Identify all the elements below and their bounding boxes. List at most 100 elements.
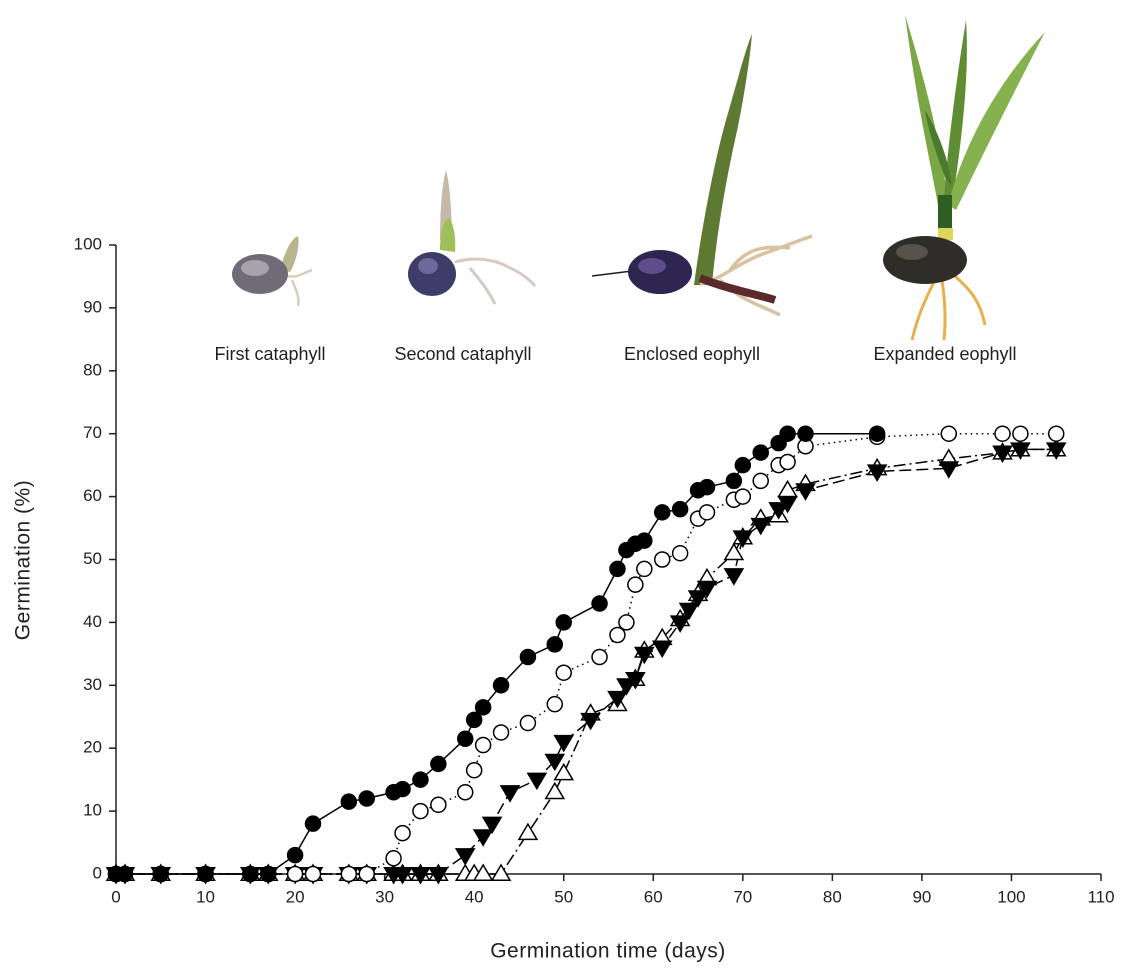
marker [555, 736, 573, 751]
y-tick-label: 40 [83, 612, 102, 631]
marker [288, 867, 303, 882]
marker [753, 473, 768, 488]
marker [780, 455, 795, 470]
marker [752, 519, 770, 534]
marker [306, 816, 321, 831]
marker [995, 426, 1010, 441]
x-tick-label: 40 [465, 887, 484, 906]
x-tick-label: 80 [823, 887, 842, 906]
marker [467, 763, 482, 778]
y-tick-label: 0 [93, 863, 102, 882]
series-line [116, 434, 877, 874]
marker [700, 480, 715, 495]
seedling-2 [408, 170, 535, 304]
marker [797, 484, 815, 499]
marker [735, 489, 750, 504]
marker [431, 756, 446, 771]
y-tick-label: 20 [83, 738, 102, 757]
marker [288, 848, 303, 863]
x-tick-label: 110 [1087, 887, 1114, 906]
marker [306, 867, 321, 882]
series-line [116, 449, 1056, 874]
x-tick-label: 0 [111, 887, 120, 906]
marker [458, 731, 473, 746]
y-tick-label: 60 [83, 486, 102, 505]
x-tick-label: 30 [375, 887, 394, 906]
marker [520, 716, 535, 731]
marker [753, 445, 768, 460]
marker [547, 697, 562, 712]
marker [780, 426, 795, 441]
marker [243, 867, 258, 882]
x-tick-label: 90 [912, 887, 931, 906]
marker [386, 851, 401, 866]
x-tick-label: 20 [286, 887, 305, 906]
x-axis-title: Germination time (days) [490, 940, 726, 963]
marker [1013, 426, 1028, 441]
marker [341, 867, 356, 882]
marker [592, 649, 607, 664]
marker [458, 785, 473, 800]
marker [198, 867, 213, 882]
y-tick-label: 30 [83, 675, 102, 694]
x-tick-label: 50 [554, 887, 573, 906]
marker [637, 533, 652, 548]
marker [556, 615, 571, 630]
marker [655, 505, 670, 520]
y-tick-label: 100 [74, 234, 102, 253]
marker [476, 738, 491, 753]
y-tick-label: 50 [83, 549, 102, 568]
marker [726, 473, 741, 488]
marker [413, 804, 428, 819]
marker [725, 569, 743, 584]
marker [628, 577, 643, 592]
marker [673, 546, 688, 561]
seedling-1 [232, 236, 312, 306]
marker [519, 824, 537, 839]
x-tick-label: 70 [733, 887, 752, 906]
x-tick-label: 100 [997, 887, 1025, 906]
caption: Enclosed eophyll [624, 344, 760, 364]
series-line [116, 434, 1056, 874]
marker [117, 867, 132, 882]
marker [395, 782, 410, 797]
marker [341, 794, 356, 809]
marker [546, 783, 564, 798]
marker [592, 596, 607, 611]
marker [637, 561, 652, 576]
marker [492, 865, 510, 880]
caption: Second cataphyll [394, 344, 531, 364]
marker [941, 426, 956, 441]
marker [653, 641, 671, 656]
marker [940, 462, 958, 477]
y-tick-label: 10 [83, 801, 102, 820]
series-line [116, 449, 1056, 874]
marker [494, 678, 509, 693]
marker [494, 725, 509, 740]
marker [153, 867, 168, 882]
marker [520, 649, 535, 664]
marker [261, 867, 276, 882]
y-tick-label: 80 [83, 360, 102, 379]
seedling-3 [592, 34, 812, 315]
marker [359, 791, 374, 806]
y-axis-title: Germination (%) [12, 480, 35, 640]
marker [547, 637, 562, 652]
caption: First cataphyll [214, 344, 325, 364]
x-tick-label: 10 [196, 887, 215, 906]
marker [798, 426, 813, 441]
marker [673, 502, 688, 517]
x-tick-label: 60 [644, 887, 663, 906]
marker [619, 615, 634, 630]
marker [476, 700, 491, 715]
marker [528, 773, 546, 788]
caption: Expanded eophyll [873, 344, 1016, 364]
marker [610, 561, 625, 576]
marker [395, 826, 410, 841]
marker [456, 849, 474, 864]
chart: First cataphyll Second cataphyll Enclose… [0, 0, 1123, 969]
y-tick-label: 70 [83, 423, 102, 442]
marker [700, 505, 715, 520]
marker [556, 665, 571, 680]
marker [1049, 426, 1064, 441]
